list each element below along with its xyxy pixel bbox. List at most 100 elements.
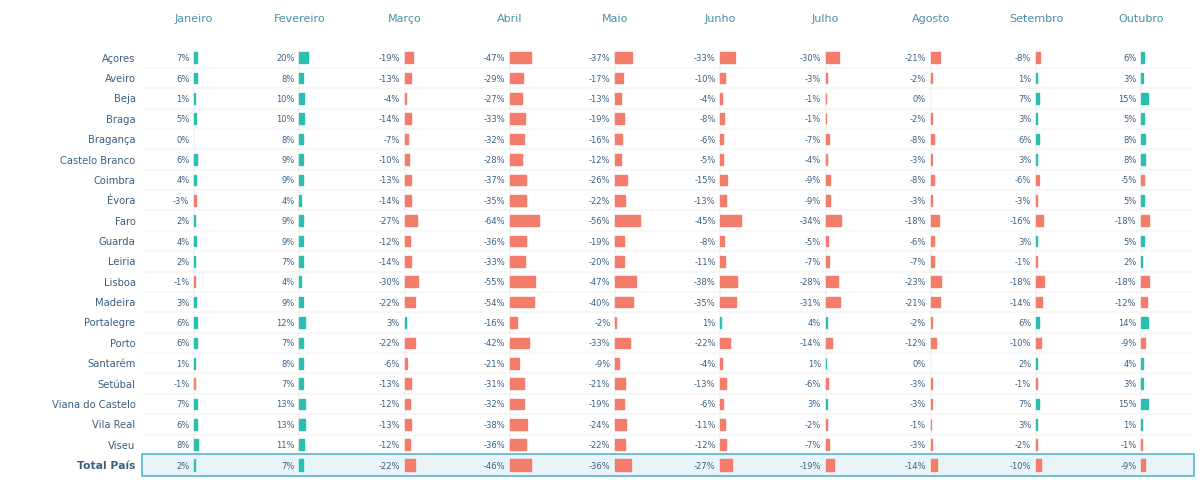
FancyBboxPatch shape [1036,196,1038,206]
Text: 3%: 3% [1123,75,1136,83]
Text: 8%: 8% [1123,156,1136,165]
Text: 2%: 2% [176,257,190,266]
Text: Beja: Beja [114,94,136,104]
Text: -27%: -27% [694,461,715,469]
FancyBboxPatch shape [616,439,625,450]
Text: 7%: 7% [1018,95,1031,104]
Text: Março: Março [388,15,421,24]
FancyBboxPatch shape [616,358,619,369]
Text: 0%: 0% [913,95,926,104]
Text: Bragança: Bragança [88,135,136,145]
Text: -38%: -38% [694,278,715,287]
Text: -22%: -22% [589,197,611,205]
Text: Setembro: Setembro [1009,15,1063,24]
Text: -12%: -12% [378,237,400,246]
Text: 9%: 9% [282,176,295,185]
Text: Julho: Julho [812,15,839,24]
Text: -14%: -14% [1010,298,1031,307]
FancyBboxPatch shape [510,419,527,430]
Text: 15%: 15% [1118,95,1136,104]
Text: -31%: -31% [484,379,505,388]
FancyBboxPatch shape [300,459,302,471]
Text: Outubro: Outubro [1118,15,1164,24]
FancyBboxPatch shape [720,338,731,348]
FancyBboxPatch shape [1036,399,1039,409]
FancyBboxPatch shape [826,439,829,450]
FancyBboxPatch shape [720,135,724,145]
Text: 1%: 1% [176,359,190,368]
Text: -4%: -4% [700,95,715,104]
FancyBboxPatch shape [826,74,827,84]
Text: 6%: 6% [176,156,190,165]
FancyBboxPatch shape [1141,196,1144,206]
FancyBboxPatch shape [300,135,304,145]
FancyBboxPatch shape [194,155,197,166]
Text: 2%: 2% [1123,257,1136,266]
FancyBboxPatch shape [616,135,623,145]
Text: 1%: 1% [702,318,715,327]
Text: 1%: 1% [1018,75,1031,83]
Text: -16%: -16% [484,318,505,327]
Text: -11%: -11% [694,420,715,429]
Text: 8%: 8% [1123,136,1136,144]
FancyBboxPatch shape [931,439,932,450]
Text: -7%: -7% [804,440,821,449]
FancyBboxPatch shape [510,155,522,166]
Text: 3%: 3% [1018,237,1031,246]
FancyBboxPatch shape [510,216,539,227]
FancyBboxPatch shape [720,74,725,84]
Text: -17%: -17% [589,75,611,83]
FancyBboxPatch shape [404,114,410,125]
Text: -7%: -7% [804,136,821,144]
Text: -3%: -3% [173,197,190,205]
Text: -47%: -47% [589,278,611,287]
FancyBboxPatch shape [510,114,524,125]
Text: -5%: -5% [805,237,821,246]
FancyBboxPatch shape [1036,216,1043,227]
Text: -4%: -4% [384,95,400,104]
Text: -55%: -55% [484,278,505,287]
Text: Abril: Abril [497,15,523,24]
FancyBboxPatch shape [1141,459,1146,471]
FancyBboxPatch shape [300,114,304,125]
Text: Viana do Castelo: Viana do Castelo [52,399,136,409]
Text: -1%: -1% [910,420,926,429]
Text: 5%: 5% [176,115,190,124]
FancyBboxPatch shape [404,338,414,348]
FancyBboxPatch shape [1036,236,1038,247]
Text: 7%: 7% [281,379,295,388]
Text: -9%: -9% [805,197,821,205]
Text: -2%: -2% [1015,440,1031,449]
FancyBboxPatch shape [1036,338,1040,348]
FancyBboxPatch shape [404,277,418,287]
Text: Portalegre: Portalegre [84,318,136,328]
Text: -16%: -16% [1009,217,1031,226]
FancyBboxPatch shape [404,399,410,409]
Text: -8%: -8% [700,115,715,124]
Text: -13%: -13% [694,379,715,388]
Text: 9%: 9% [282,156,295,165]
Text: 9%: 9% [282,237,295,246]
Text: -9%: -9% [594,359,611,368]
FancyBboxPatch shape [931,53,941,64]
Text: 5%: 5% [1123,115,1136,124]
Text: -33%: -33% [589,339,611,348]
Text: -6%: -6% [700,136,715,144]
Text: -6%: -6% [1015,176,1031,185]
Text: -14%: -14% [378,115,400,124]
FancyBboxPatch shape [720,236,724,247]
FancyBboxPatch shape [404,297,414,308]
FancyBboxPatch shape [510,459,530,471]
FancyBboxPatch shape [510,318,517,328]
Text: -2%: -2% [805,420,821,429]
Text: -21%: -21% [905,298,926,307]
FancyBboxPatch shape [1036,419,1038,430]
Text: 7%: 7% [176,54,190,63]
FancyBboxPatch shape [1141,318,1147,328]
FancyBboxPatch shape [404,94,407,105]
FancyBboxPatch shape [616,338,630,348]
Text: Aveiro: Aveiro [104,74,136,84]
Text: -19%: -19% [589,400,611,408]
Text: -1%: -1% [805,115,821,124]
Text: -24%: -24% [589,420,611,429]
